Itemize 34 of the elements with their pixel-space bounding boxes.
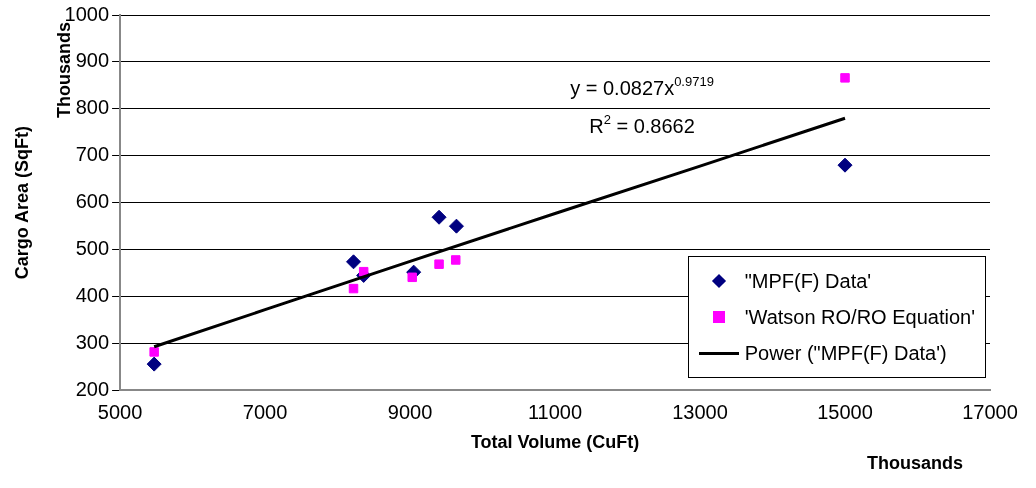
x-tick-label: 15000 bbox=[817, 400, 873, 423]
text: Thousands bbox=[866, 453, 964, 474]
y-tick-label: 500 bbox=[75, 237, 110, 260]
point bbox=[448, 218, 464, 234]
y-tick-label: 900 bbox=[75, 49, 110, 72]
point bbox=[450, 255, 461, 265]
legend-label: 'Watson RO/RO Equation' bbox=[744, 305, 975, 330]
point bbox=[434, 259, 444, 269]
y-axis-title: Cargo Area (SqFt) bbox=[11, 126, 32, 280]
y-tick-label: 400 bbox=[75, 284, 110, 307]
y-tick-label: 600 bbox=[75, 190, 110, 213]
point bbox=[358, 266, 369, 277]
point bbox=[146, 356, 162, 372]
y-tick-label: 800 bbox=[75, 96, 110, 119]
point bbox=[149, 347, 159, 357]
y-tick-label: 300 bbox=[75, 330, 110, 353]
x-axis-title: Total Volume (CuFt) bbox=[470, 432, 640, 453]
text: Thousands bbox=[54, 21, 74, 119]
x-tick-label: 11000 bbox=[527, 400, 583, 423]
point bbox=[837, 157, 853, 173]
x-tick-label: 7000 bbox=[242, 400, 288, 423]
point bbox=[840, 73, 850, 83]
y-tick-label: 700 bbox=[75, 143, 110, 166]
point bbox=[348, 283, 359, 294]
point bbox=[407, 272, 417, 283]
legend-label: Power ("MPF(F) Data') bbox=[744, 341, 947, 366]
x-tick-label: 9000 bbox=[387, 400, 433, 423]
x-tick-label: 5000 bbox=[97, 400, 143, 423]
point bbox=[431, 209, 447, 225]
x-tick-label: 17000 bbox=[962, 400, 1018, 423]
x-tick-label: 13000 bbox=[672, 400, 728, 423]
point bbox=[346, 254, 362, 270]
legend-label: "MPF(F) Data' bbox=[744, 269, 872, 294]
y-tick-label: 200 bbox=[75, 377, 110, 400]
